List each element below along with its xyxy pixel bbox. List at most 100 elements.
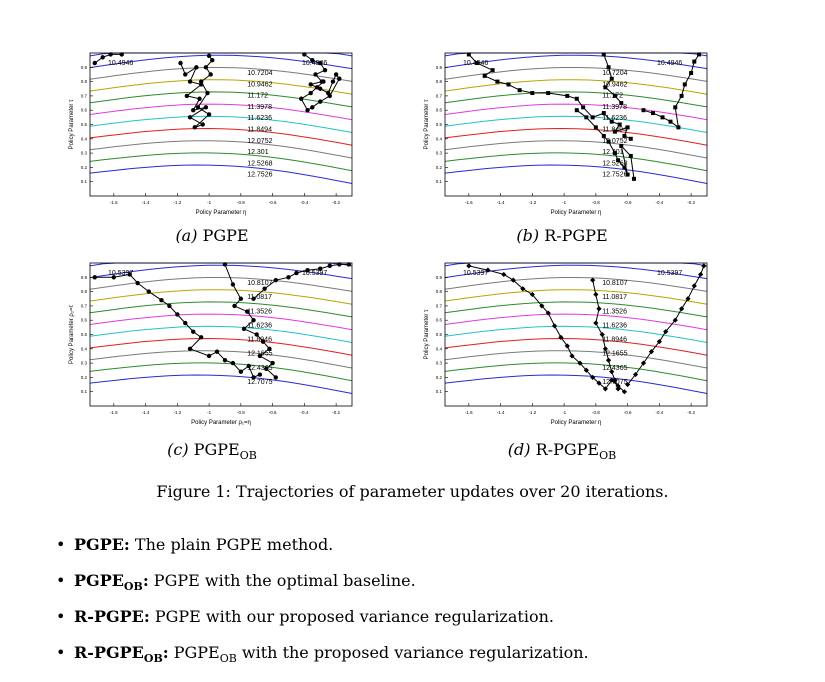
contour-value-label: 12.7526 xyxy=(602,172,627,179)
data-point xyxy=(617,122,622,127)
data-point xyxy=(495,79,500,84)
data-point xyxy=(245,309,250,314)
x-tick-label: -1 xyxy=(562,200,566,205)
data-point xyxy=(612,93,617,98)
data-point xyxy=(517,88,522,93)
contour-line xyxy=(89,325,353,343)
contour-value-label: 11.3978 xyxy=(602,104,627,111)
y-tick-label: 0.6 xyxy=(436,318,443,323)
data-point xyxy=(294,270,299,276)
contour-line xyxy=(89,91,353,108)
data-point xyxy=(628,153,633,158)
plot-b-r-pgpe: -1.6 -1.4 -1.2 -1 -0.8 -0.6 -0.4 -0.2 0.1 0.2 0.3 0… xyxy=(424,52,708,216)
subcaption-c: (c) PGPEOB xyxy=(62,440,362,462)
contour-line xyxy=(444,103,708,121)
data-point xyxy=(596,380,602,386)
trajectory-line xyxy=(253,263,349,300)
data-point xyxy=(583,367,589,373)
data-point xyxy=(178,60,183,66)
y-tick-label: 0.5 xyxy=(81,332,88,337)
data-point xyxy=(565,93,570,98)
x-tick-label: -1.6 xyxy=(110,410,118,415)
data-point xyxy=(327,93,332,99)
data-point xyxy=(198,335,204,340)
data-point xyxy=(691,283,697,289)
contour-line xyxy=(89,337,353,356)
x-tick-label: -0.8 xyxy=(592,410,600,415)
y-tick-label: 0.3 xyxy=(436,361,443,366)
contour-line xyxy=(444,54,708,70)
data-point xyxy=(175,312,180,317)
x-tick-label: -0.8 xyxy=(592,200,600,205)
data-point xyxy=(466,263,472,269)
data-point xyxy=(678,306,685,312)
data-point xyxy=(601,52,606,57)
y-tick-label: 0.1 xyxy=(436,179,443,184)
y-tick-label: 0.9 xyxy=(436,65,443,70)
data-point xyxy=(208,72,213,77)
method-name: PGPE xyxy=(74,571,124,590)
contour-value-label: 10.7204 xyxy=(247,70,272,77)
y-tick-label: 0.1 xyxy=(81,179,88,184)
x-tick-label: -0.2 xyxy=(687,410,695,415)
y-tick-label: 0.8 xyxy=(81,79,88,84)
plot-d-r-pgpe-ob: -1.6 -1.4 -1.2 -1 -0.8 -0.6 -0.4 -0.2 0.1 0.2 0.3 0… xyxy=(424,262,708,426)
data-point xyxy=(238,369,244,374)
contour-line xyxy=(89,152,353,172)
contour-line xyxy=(89,350,353,369)
data-point xyxy=(187,79,193,84)
data-point xyxy=(210,57,215,63)
x-tick-label: -1.2 xyxy=(173,200,181,205)
contour-line xyxy=(444,289,708,305)
contour-line xyxy=(89,289,353,305)
data-point xyxy=(257,353,263,359)
data-point xyxy=(701,263,707,269)
contour-line xyxy=(444,115,708,133)
data-point xyxy=(625,172,630,177)
contour-value-label: 10.9462 xyxy=(602,81,627,88)
data-point xyxy=(205,90,210,96)
contour-value-label: 11.8946 xyxy=(602,337,627,344)
contour-line xyxy=(89,277,353,292)
contour-value-label: 10.5397 xyxy=(108,270,133,277)
plot-a-pgpe: -1.6 -1.4 -1.2 -1 -0.8 -0.6 -0.4 -0.2 0.1 0.2 0.3 0… xyxy=(69,52,353,216)
data-point xyxy=(305,267,310,273)
data-point xyxy=(601,133,606,138)
y-tick-label: 0.9 xyxy=(81,275,88,280)
list-item: • R-PGPEOB: PGPEOB with the proposed vari… xyxy=(56,643,589,665)
data-point xyxy=(267,346,272,351)
method-sub: OB xyxy=(143,652,163,665)
contour-value-label: 11.8494 xyxy=(247,127,272,134)
x-axis-label: Policy Parameter η xyxy=(551,420,602,426)
contour-value-label: 12.1655 xyxy=(602,351,627,358)
method-desc: PGPE with the optimal baseline. xyxy=(148,571,416,590)
x-tick-label: -0.4 xyxy=(655,410,663,415)
data-point xyxy=(631,176,636,181)
y-tick-label: 0.2 xyxy=(436,375,443,380)
data-point xyxy=(146,289,151,294)
data-point xyxy=(612,129,617,134)
data-point xyxy=(187,346,193,351)
contour-line xyxy=(444,277,708,292)
subcaption-name: PGPE xyxy=(193,440,240,459)
contour-line xyxy=(444,362,708,382)
data-point xyxy=(672,317,678,323)
subcaption-sub: OB xyxy=(599,449,617,462)
x-tick-label: -0.6 xyxy=(624,410,632,415)
data-point xyxy=(609,76,614,81)
axes-frame xyxy=(89,262,353,407)
data-point xyxy=(605,357,612,363)
data-point xyxy=(622,133,627,138)
contour-line xyxy=(89,67,353,82)
contour-line xyxy=(89,127,353,146)
data-point xyxy=(333,72,339,77)
method-name: R-PGPE xyxy=(74,607,144,626)
data-point xyxy=(574,108,579,113)
contour-value-label: 12.5268 xyxy=(602,160,627,167)
contour-line xyxy=(444,79,708,95)
data-point xyxy=(273,375,278,380)
data-point xyxy=(308,82,313,87)
y-tick-label: 0.8 xyxy=(436,79,443,84)
data-point xyxy=(200,122,205,127)
y-tick-label: 0.3 xyxy=(81,361,88,366)
